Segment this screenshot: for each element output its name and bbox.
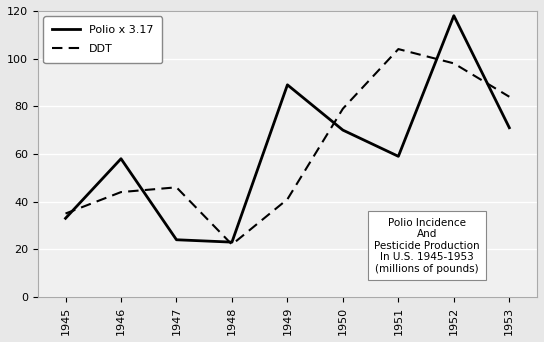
Polio x 3.17 <box>62 216 69 220</box>
Legend: Polio x 3.17, DDT: Polio x 3.17, DDT <box>44 16 162 63</box>
Polio x 3.17 <box>173 238 180 242</box>
DDT <box>506 95 512 99</box>
DDT <box>395 47 401 51</box>
DDT <box>173 185 180 189</box>
Polio x 3.17 <box>228 240 235 244</box>
DDT <box>118 190 124 194</box>
Text: Polio Incidence
And
Pesticide Production
In U.S. 1945-1953
(millions of pounds): Polio Incidence And Pesticide Production… <box>374 218 480 274</box>
Polio x 3.17 <box>284 83 290 87</box>
DDT <box>228 242 235 247</box>
DDT <box>339 107 346 111</box>
DDT <box>450 61 457 65</box>
Line: Polio x 3.17: Polio x 3.17 <box>65 16 509 242</box>
Line: DDT: DDT <box>65 49 509 245</box>
DDT <box>62 211 69 215</box>
Polio x 3.17 <box>395 154 401 158</box>
Polio x 3.17 <box>506 126 512 130</box>
Polio x 3.17 <box>339 128 346 132</box>
Polio x 3.17 <box>118 157 124 161</box>
DDT <box>284 197 290 201</box>
Polio x 3.17 <box>450 14 457 18</box>
